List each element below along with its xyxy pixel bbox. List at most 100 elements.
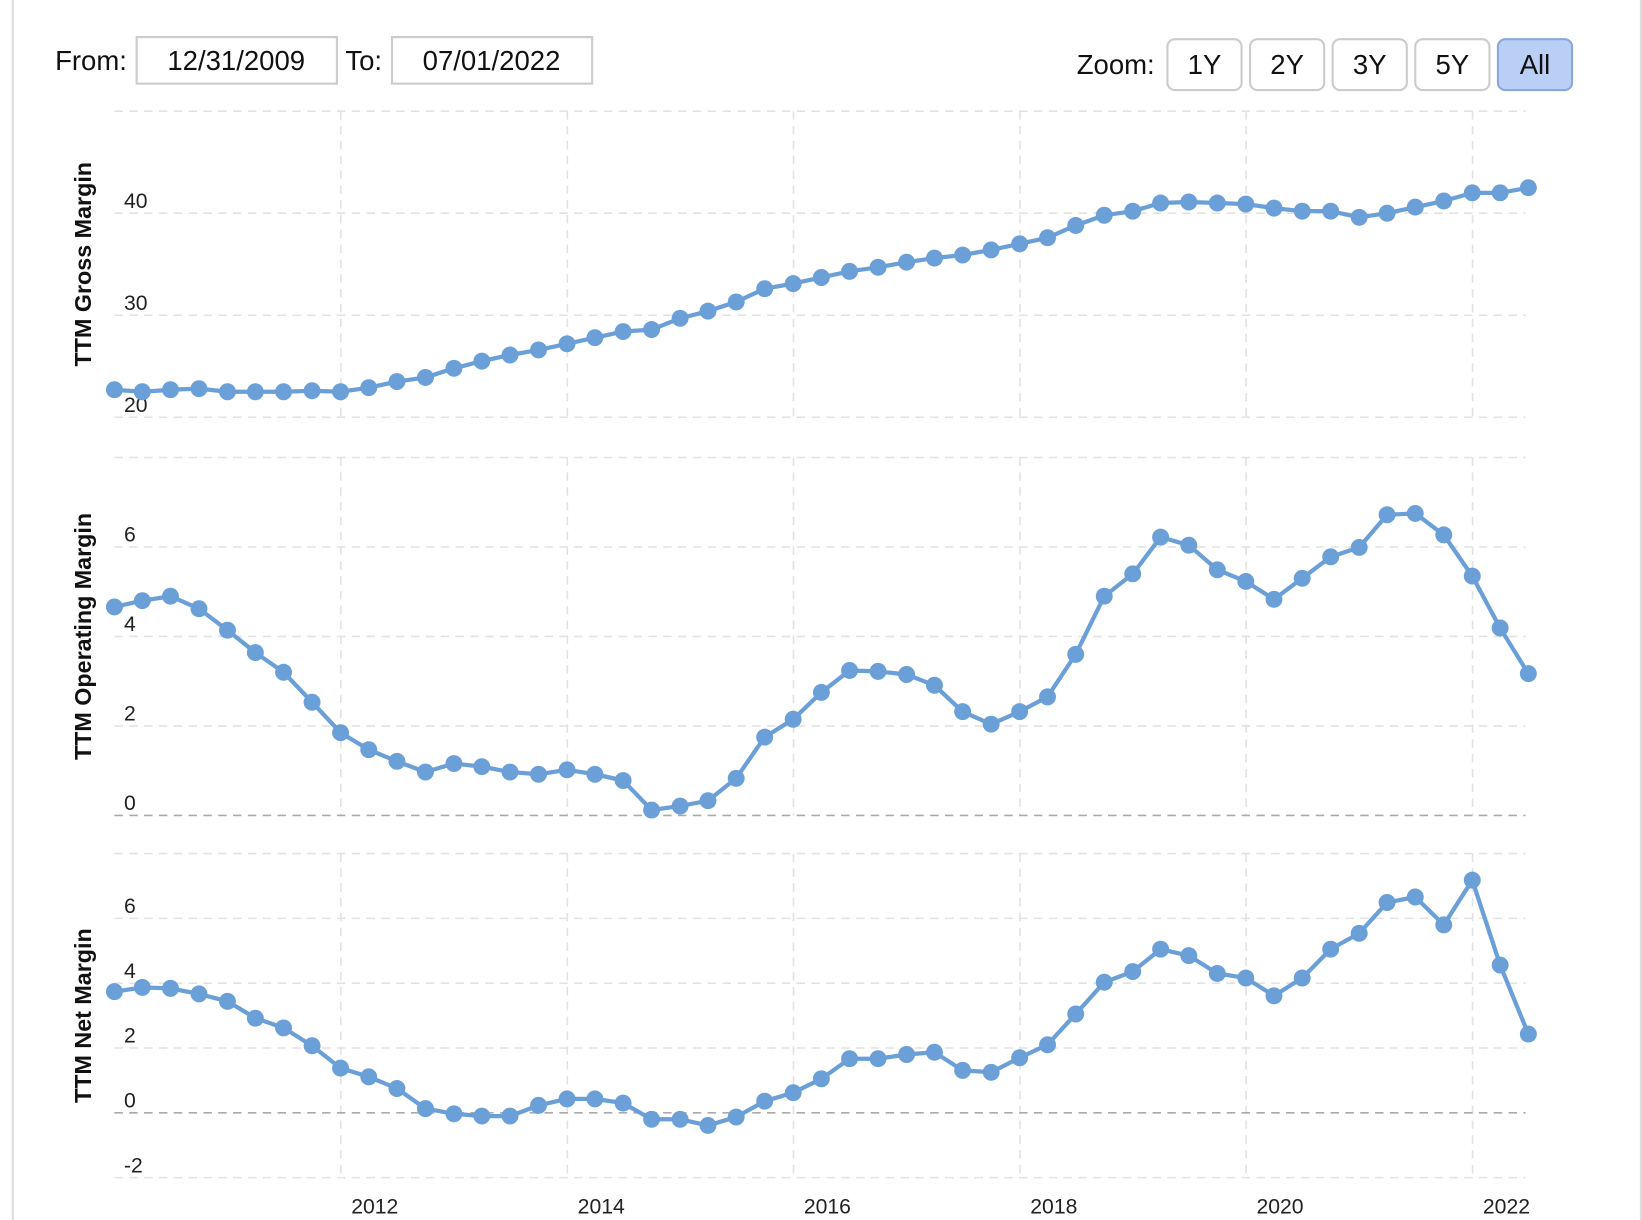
data-point <box>501 1107 519 1125</box>
data-point <box>614 1094 632 1112</box>
data-point <box>1435 526 1453 544</box>
zoom-button[interactable] <box>1248 38 1326 92</box>
series-line <box>113 511 1531 813</box>
data-point <box>303 382 321 400</box>
data-point <box>1152 940 1170 958</box>
y-tick-label: 2 <box>124 1025 136 1048</box>
data-point <box>416 763 434 781</box>
data-point <box>501 763 519 781</box>
data-point <box>360 741 378 759</box>
data-point <box>1095 206 1113 224</box>
data-point <box>530 341 548 359</box>
data-point <box>586 329 604 347</box>
data-point <box>954 246 972 264</box>
data-point <box>614 772 632 790</box>
data-point <box>1237 572 1255 590</box>
data-point <box>1435 916 1453 934</box>
data-point <box>190 600 208 618</box>
from-label: From: <box>55 45 127 76</box>
y-axis-title: TTM Net Margin <box>70 928 96 1103</box>
data-point <box>1406 198 1424 216</box>
data-point <box>1519 179 1537 197</box>
zoom-button-label[interactable]: 1Y <box>1188 49 1222 80</box>
data-point <box>1491 184 1509 202</box>
to-input[interactable] <box>390 36 594 85</box>
data-point <box>1152 194 1170 212</box>
zoom-button-label[interactable]: 2Y <box>1270 49 1304 80</box>
data-point <box>473 758 491 776</box>
data-point <box>416 1100 434 1118</box>
data-point <box>105 598 123 616</box>
data-point <box>1265 199 1283 217</box>
zoom-button[interactable] <box>1166 38 1243 92</box>
data-point <box>586 765 604 783</box>
zoom-button[interactable] <box>1331 38 1408 92</box>
data-point <box>699 792 717 810</box>
y-tick-label: 0 <box>124 1090 136 1113</box>
from-input[interactable] <box>135 36 338 85</box>
data-point <box>162 381 179 399</box>
y-tick-label: 2 <box>124 703 136 726</box>
y-axis-title: TTM Operating Margin <box>70 513 96 760</box>
zoom-button-label[interactable]: All <box>1520 49 1551 80</box>
data-point <box>1208 194 1226 212</box>
data-point <box>219 383 236 401</box>
data-point <box>219 992 236 1010</box>
data-point <box>925 676 943 694</box>
data-point <box>162 979 179 997</box>
zoom-button-label[interactable]: 3Y <box>1353 49 1387 80</box>
data-point <box>303 1037 321 1055</box>
data-point <box>246 644 264 662</box>
data-point <box>558 1090 576 1108</box>
x-tick-label: 2018 <box>1030 1196 1077 1219</box>
data-point <box>246 1009 264 1027</box>
data-point <box>1293 202 1311 220</box>
data-point <box>1180 947 1198 965</box>
data-point <box>501 346 519 364</box>
y-tick-label: 4 <box>124 613 136 636</box>
data-point <box>388 373 406 391</box>
data-point <box>530 765 548 783</box>
data-point <box>812 1070 830 1088</box>
to-label: To: <box>345 45 382 76</box>
data-point <box>275 663 293 681</box>
zoom-button-label[interactable]: 5Y <box>1436 49 1470 80</box>
zoom-button[interactable] <box>1496 38 1574 92</box>
data-point <box>898 1046 916 1063</box>
data-point <box>558 335 576 353</box>
data-point <box>133 592 151 610</box>
data-point <box>1011 703 1029 721</box>
y-tick-label: 4 <box>124 960 136 983</box>
data-point <box>1519 665 1537 683</box>
data-point <box>1350 924 1368 942</box>
data-point <box>1293 569 1311 587</box>
data-point <box>756 280 774 298</box>
data-point <box>954 703 972 721</box>
data-point <box>699 1116 717 1134</box>
data-point <box>190 985 208 1003</box>
data-point <box>1039 229 1057 247</box>
data-point <box>1067 216 1085 234</box>
data-point <box>614 323 632 341</box>
data-point <box>275 383 293 401</box>
data-point <box>1293 969 1311 987</box>
data-point <box>1406 888 1424 906</box>
data-point <box>1406 504 1424 522</box>
to-value[interactable]: 07/01/2022 <box>423 45 561 76</box>
data-point <box>1011 235 1029 253</box>
data-point <box>869 258 887 276</box>
data-point <box>1011 1049 1029 1067</box>
data-point <box>898 666 916 683</box>
data-point <box>162 587 179 605</box>
zoom-button[interactable] <box>1414 38 1491 92</box>
data-point <box>812 269 830 286</box>
data-point <box>445 755 463 773</box>
data-point <box>1519 1025 1537 1043</box>
data-point <box>360 1068 378 1086</box>
data-point <box>671 309 689 327</box>
data-point <box>445 359 463 377</box>
data-point <box>1095 973 1113 991</box>
from-value[interactable]: 12/31/2009 <box>167 45 305 76</box>
